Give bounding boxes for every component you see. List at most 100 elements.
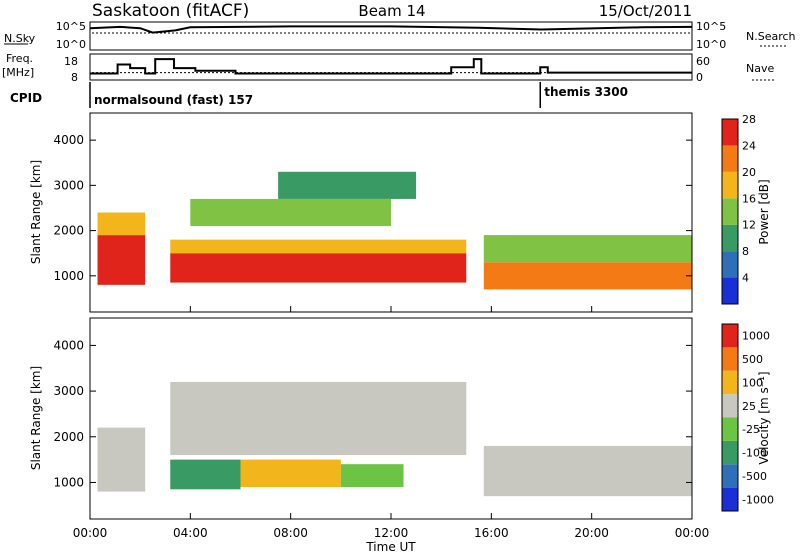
cpid-label: CPID — [10, 91, 42, 105]
y-tick-label: 3000 — [53, 384, 84, 398]
nsky-label: N.Sky — [4, 32, 36, 45]
x-tick-label: 00:00 — [73, 526, 108, 540]
y-tick-label: 1000 — [53, 269, 84, 283]
cpid-panel: CPID normalsound (fast) 157 themis 3300 — [10, 82, 628, 108]
heatmap-region — [278, 171, 417, 199]
y-tick-label: 4000 — [53, 338, 84, 352]
heatmap-region — [483, 262, 692, 290]
colorbar-swatch — [722, 251, 738, 278]
x-tick-label: 12:00 — [374, 526, 409, 540]
freq-tick-bottom: 8 — [71, 71, 78, 84]
nave-label: Nave — [746, 62, 774, 75]
freq-frame — [89, 53, 693, 81]
nsky-tick-bottom: 10^0 — [56, 38, 86, 51]
y-tick-label: 2000 — [53, 430, 84, 444]
colorbar-tick-label: 20 — [742, 166, 756, 179]
colorbar-swatch — [722, 171, 738, 199]
colorbar-tick-label: 25 — [742, 400, 756, 413]
nsearch-tick-top: 10^5 — [696, 20, 726, 33]
nsearch-label: N.Search — [746, 30, 796, 43]
colorbar-tick-label: 28 — [742, 113, 756, 126]
colorbar-frame — [721, 118, 739, 305]
heatmap-region — [483, 235, 692, 263]
nsearch-tick-bottom: 10^0 — [696, 38, 726, 51]
x-tick-label: 08:00 — [273, 526, 308, 540]
power-colorbar: 4 8 12 16 20 24 28 — [721, 113, 756, 305]
colorbar-swatch — [722, 347, 738, 371]
date-title: 15/Oct/2011 — [599, 2, 692, 20]
cpid-segment-normalsound: normalsound (fast) 157 — [94, 93, 253, 107]
heatmap-region — [170, 459, 241, 490]
nsky-tick-top: 10^5 — [56, 20, 86, 33]
colorbar-tick-label: 500 — [742, 353, 763, 366]
heatmap-region — [97, 235, 146, 285]
velocity-panel: 1000 2000 3000 4000 Slant Range [km] 1000 50… — [29, 306, 774, 554]
time-x-label: Time UT — [365, 540, 416, 554]
time-x-axis: 00:00 04:00 08:00 12:00 16:00 20:00 00:00 — [73, 306, 710, 540]
colorbar-tick-label: 1000 — [742, 330, 770, 343]
colorbar-swatch — [722, 324, 738, 348]
nave-tick-bottom: 0 — [696, 71, 703, 84]
heatmap-region — [240, 459, 341, 488]
colorbar-swatch — [722, 198, 738, 225]
colorbar-swatch — [722, 224, 738, 252]
heatmap-region — [97, 427, 146, 492]
freq-series-line — [90, 58, 692, 75]
colorbar-swatch — [722, 464, 738, 488]
freq-panel: Freq. [MHz] 18 8 60 0 Nave — [2, 52, 774, 84]
colorbar-swatch — [722, 440, 738, 465]
colorbar-tick-label: 8 — [742, 245, 749, 258]
power-panel: 1000 2000 3000 4000 Slant Range [km] 4 8 12 16… — [29, 112, 771, 313]
colorbar-swatch — [722, 119, 738, 146]
freq-tick-top: 18 — [64, 55, 78, 68]
x-tick-label: 00:00 — [675, 526, 710, 540]
freq-label-line1: Freq. — [6, 52, 33, 65]
heatmap-region — [170, 381, 467, 456]
y-tick-label: 2000 — [53, 224, 84, 238]
colorbar-frame — [721, 323, 739, 512]
velocity-colorbar: 1000 500 100 25 -25 -100 -500 -1000 — [721, 323, 774, 512]
x-tick-label: 04:00 — [173, 526, 208, 540]
colorbar-tick-label: 4 — [742, 272, 749, 285]
y-tick-label: 1000 — [53, 475, 84, 489]
colorbar-swatch — [722, 277, 738, 304]
nsky-frame — [89, 21, 693, 51]
heatmap-region — [170, 253, 467, 283]
colorbar-tick-label: -25 — [742, 423, 760, 436]
power-y-label: Slant Range [km] — [29, 160, 43, 264]
colorbar-tick-label: 12 — [742, 219, 756, 232]
beam-title: Beam 14 — [358, 2, 425, 20]
power-colorbar-label: Power [dB] — [757, 179, 771, 244]
power-y-axis: 1000 2000 3000 4000 — [53, 133, 692, 283]
power-heatmap — [97, 171, 692, 290]
colorbar-swatch — [722, 487, 738, 511]
velocity-colorbar-label: Velocity [m s⁻¹] — [757, 371, 771, 464]
x-tick-label: 20:00 — [574, 526, 609, 540]
x-tick-label: 16:00 — [474, 526, 509, 540]
station-title: Saskatoon (fitACF) — [92, 1, 249, 21]
colorbar-tick-label: -1000 — [742, 493, 774, 506]
velocity-y-label: Slant Range [km] — [29, 366, 43, 470]
freq-label-line2: [MHz] — [2, 66, 34, 79]
colorbar-tick-label: 24 — [742, 139, 756, 152]
heatmap-region — [340, 464, 404, 488]
velocity-heatmap — [97, 381, 692, 497]
colorbar-swatch — [722, 417, 738, 441]
y-tick-label: 4000 — [53, 133, 84, 147]
nave-tick-top: 60 — [696, 55, 710, 68]
colorbar-tick-label: -100 — [742, 447, 767, 460]
colorbar-tick-label: -500 — [742, 470, 767, 483]
colorbar-swatch — [722, 145, 738, 172]
nsky-series-line — [89, 25, 693, 34]
colorbar-tick-label: 16 — [742, 192, 756, 205]
colorbar-swatch — [722, 394, 738, 418]
heatmap-region — [190, 198, 391, 227]
velocity-y-axis: 1000 2000 3000 4000 — [53, 338, 692, 489]
nsky-panel: N.Sky 10^5 10^0 10^5 10^0 N.Search — [4, 20, 796, 51]
cpid-segment-themis: themis 3300 — [544, 85, 628, 99]
y-tick-label: 3000 — [53, 178, 84, 192]
colorbar-swatch — [722, 370, 738, 395]
colorbar-tick-label: 100 — [742, 376, 763, 389]
heatmap-region — [483, 445, 692, 497]
